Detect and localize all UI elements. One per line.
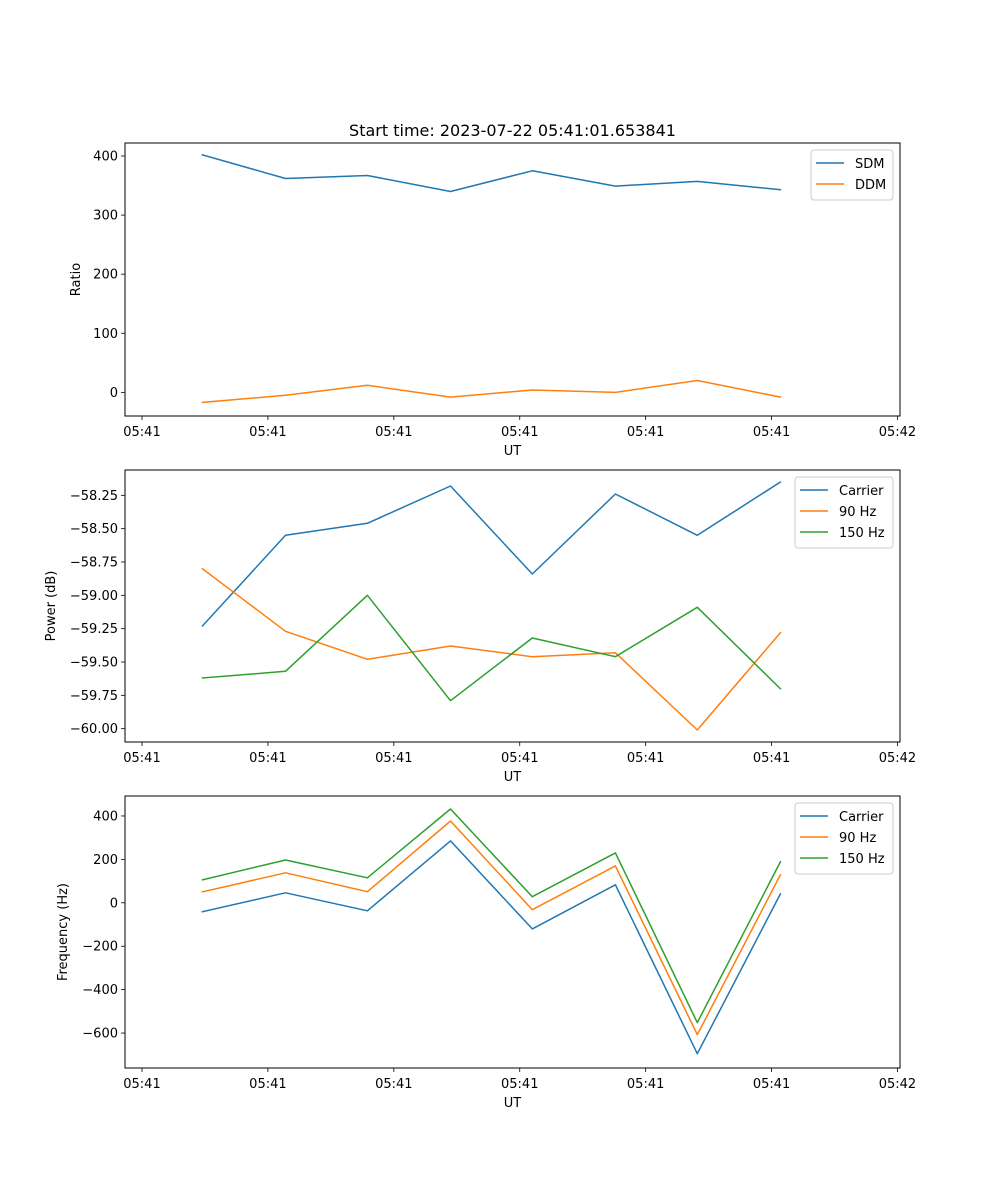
y-tick-label: 200 xyxy=(93,268,118,283)
y-tick-label: −200 xyxy=(82,940,118,955)
x-tick-label: 05:41 xyxy=(249,425,286,440)
legend-label-carrier: Carrier xyxy=(839,810,884,825)
legend: Carrier 90 Hz 150 Hz xyxy=(794,802,894,875)
series-line-carrier xyxy=(201,840,782,1055)
y-tick-label: −59.00 xyxy=(70,589,118,604)
series-line-150-hz xyxy=(201,594,782,702)
plot-area xyxy=(201,808,782,1055)
x-axis-label: UT xyxy=(504,1096,522,1111)
y-axis-label: Power (dB) xyxy=(44,571,59,642)
legend: Carrier 90 Hz 150 Hz xyxy=(794,476,894,549)
x-tick-label: 05:41 xyxy=(627,751,664,766)
x-tick-label: 05:41 xyxy=(123,1077,160,1092)
legend-label-sdm: SDM xyxy=(855,157,884,172)
x-tick-label: 05:42 xyxy=(879,751,916,766)
x-axis-label: UT xyxy=(504,444,522,459)
x-tick-label: 05:41 xyxy=(249,751,286,766)
x-tick-label: 05:41 xyxy=(627,1077,664,1092)
series-line-sdm xyxy=(201,153,782,193)
plot-area xyxy=(201,480,782,731)
y-tick-label: 100 xyxy=(93,327,118,342)
x-tick-label: 05:41 xyxy=(501,751,538,766)
subplot-frequency: 05:41 05:41 05:41 05:41 05:41 05:41 05:42 400 20… xyxy=(56,795,916,1111)
series-line-90-hz xyxy=(201,820,782,1036)
x-axis-label: UT xyxy=(504,770,522,785)
y-tick-label: 200 xyxy=(93,853,118,868)
legend-label-90-hz: 90 Hz xyxy=(839,505,876,520)
x-tick-label: 05:42 xyxy=(879,425,916,440)
x-tick-label: 05:41 xyxy=(753,751,790,766)
plot-area xyxy=(201,153,782,404)
chart-title: Start time: 2023-07-22 05:41:01.653841 xyxy=(349,121,676,140)
x-tick-label: 05:41 xyxy=(123,425,160,440)
y-tick-label: 400 xyxy=(93,150,118,165)
x-tick-label: 05:41 xyxy=(375,1077,412,1092)
series-line-150-hz xyxy=(201,808,782,1024)
x-tick-label: 05:41 xyxy=(249,1077,286,1092)
series-line-carrier xyxy=(201,480,782,628)
y-tick-label: 400 xyxy=(93,809,118,824)
axis-ticks: 05:41 05:41 05:41 05:41 05:41 05:41 05:42 −58.2… xyxy=(70,489,916,766)
y-tick-label: −59.50 xyxy=(70,656,118,671)
axes-frame xyxy=(124,469,901,743)
x-tick-label: 05:41 xyxy=(753,425,790,440)
y-axis-label: Ratio xyxy=(69,263,84,296)
x-tick-label: 05:41 xyxy=(501,425,538,440)
y-axis-label: Frequency (Hz) xyxy=(56,883,71,981)
axes-frame xyxy=(124,795,901,1069)
x-tick-label: 05:41 xyxy=(375,425,412,440)
legend-label-90-hz: 90 Hz xyxy=(839,831,876,846)
x-tick-label: 05:41 xyxy=(753,1077,790,1092)
axes-frame xyxy=(124,142,901,417)
subplot-power: 05:41 05:41 05:41 05:41 05:41 05:41 05:42 −58.2… xyxy=(44,469,916,785)
series-line-ddm xyxy=(201,379,782,404)
subplot-ratio: Start time: 2023-07-22 05:41:01.653841 0… xyxy=(69,121,916,459)
legend-label-150-hz: 150 Hz xyxy=(839,852,885,867)
y-tick-label: −59.75 xyxy=(70,689,118,704)
axis-ticks: 05:41 05:41 05:41 05:41 05:41 05:41 05:42 0 100 2… xyxy=(93,150,916,441)
y-tick-label: −400 xyxy=(82,983,118,998)
y-tick-label: 0 xyxy=(110,896,118,911)
x-tick-label: 05:42 xyxy=(879,1077,916,1092)
y-tick-label: 0 xyxy=(110,386,118,401)
legend-box xyxy=(794,476,894,549)
y-tick-label: −58.75 xyxy=(70,556,118,571)
y-tick-label: −58.50 xyxy=(70,522,118,537)
y-tick-label: −600 xyxy=(82,1027,118,1042)
y-tick-label: 300 xyxy=(93,209,118,224)
x-tick-label: 05:41 xyxy=(627,425,664,440)
legend-label-ddm: DDM xyxy=(855,178,886,193)
legend: SDM DDM xyxy=(810,149,894,201)
legend-label-150-hz: 150 Hz xyxy=(839,526,885,541)
series-line-90-hz xyxy=(201,567,782,731)
y-tick-label: −59.25 xyxy=(70,622,118,637)
x-tick-label: 05:41 xyxy=(375,751,412,766)
y-tick-label: −58.25 xyxy=(70,489,118,504)
y-tick-label: −60.00 xyxy=(70,722,118,737)
legend-box xyxy=(794,802,894,875)
x-tick-label: 05:41 xyxy=(123,751,160,766)
legend-label-carrier: Carrier xyxy=(839,484,884,499)
axis-ticks: 05:41 05:41 05:41 05:41 05:41 05:41 05:42 400 20… xyxy=(82,809,916,1092)
x-tick-label: 05:41 xyxy=(501,1077,538,1092)
